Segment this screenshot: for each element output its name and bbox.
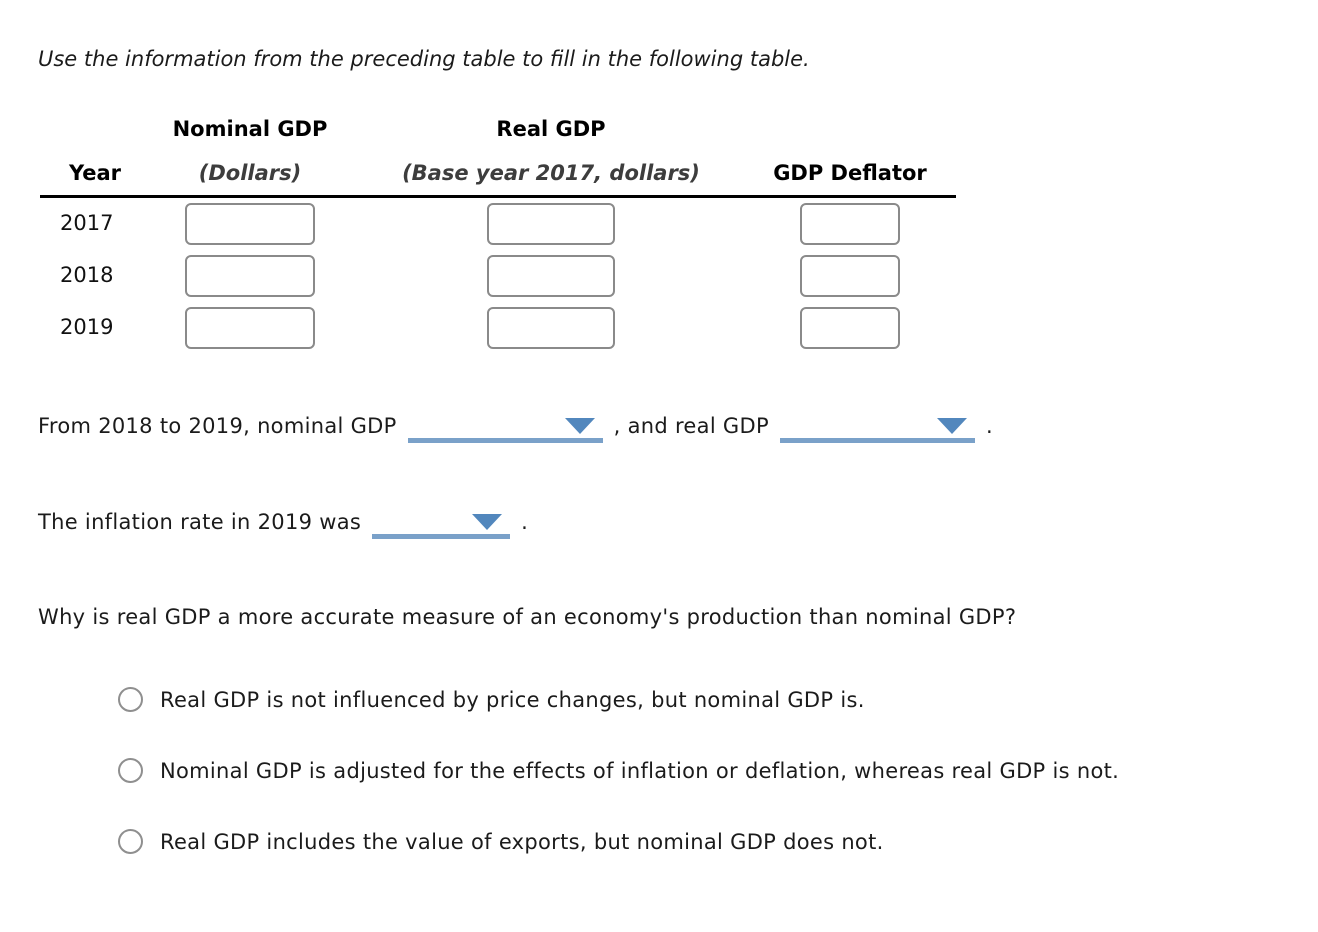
column-header-year: Year [68,161,122,185]
answer-option-3[interactable]: Real GDP includes the value of exports, … [118,829,884,854]
real-gdp-input-2018[interactable] [487,255,615,297]
real-gdp-input-2019[interactable] [487,307,615,349]
fill-in-sentence-inflation: The inflation rate in 2019 was. [38,507,528,539]
row-label-2017: 2017 [60,211,114,235]
chevron-down-icon [564,418,595,434]
option-label: Real GDP includes the value of exports, … [160,829,884,854]
radio-button-icon[interactable] [118,758,143,783]
nominal-gdp-input-2019[interactable] [185,307,315,349]
column-header-nominal-unit: (Dollars) [198,161,302,185]
column-header-nominal-gdp: Nominal GDP [172,117,328,141]
real-gdp-change-dropdown[interactable] [779,418,975,443]
gdp-deflator-input-2018[interactable] [800,255,900,297]
chevron-down-icon [936,418,967,434]
radio-button-icon[interactable] [118,829,143,854]
nominal-gdp-change-dropdown[interactable] [407,418,603,443]
sentence1-between: , and real GDP [613,414,769,438]
question-prompt: Why is real GDP a more accurate measure … [38,605,1017,629]
real-gdp-input-2017[interactable] [487,203,615,245]
table-header-rule [40,195,956,198]
inflation-rate-dropdown[interactable] [372,514,511,539]
chevron-down-icon [472,514,503,530]
fill-in-sentence-gdp-change: From 2018 to 2019, nominal GDP , and real… [38,411,993,443]
radio-button-icon[interactable] [118,687,143,712]
sentence1-after: . [985,414,993,438]
row-label-2018: 2018 [60,263,114,287]
row-label-2019: 2019 [60,315,114,339]
column-header-real-unit: (Base year 2017, dollars) [402,161,700,185]
option-label: Nominal GDP is adjusted for the effects … [160,758,1120,783]
sentence2-before: The inflation rate in 2019 was [38,510,362,534]
instruction-text: Use the information from the preceding t… [38,47,810,71]
sentence2-after: . [521,510,529,534]
gdp-deflator-input-2019[interactable] [800,307,900,349]
nominal-gdp-input-2017[interactable] [185,203,315,245]
gdp-deflator-input-2017[interactable] [800,203,900,245]
answer-option-2[interactable]: Nominal GDP is adjusted for the effects … [118,758,1119,783]
column-header-gdp-deflator: GDP Deflator [773,161,927,185]
nominal-gdp-input-2018[interactable] [185,255,315,297]
answer-option-1[interactable]: Real GDP is not influenced by price chan… [118,687,865,712]
column-header-real-gdp: Real GDP [496,117,606,141]
sentence1-before: From 2018 to 2019, nominal GDP [38,414,397,438]
option-label: Real GDP is not influenced by price chan… [160,687,865,712]
